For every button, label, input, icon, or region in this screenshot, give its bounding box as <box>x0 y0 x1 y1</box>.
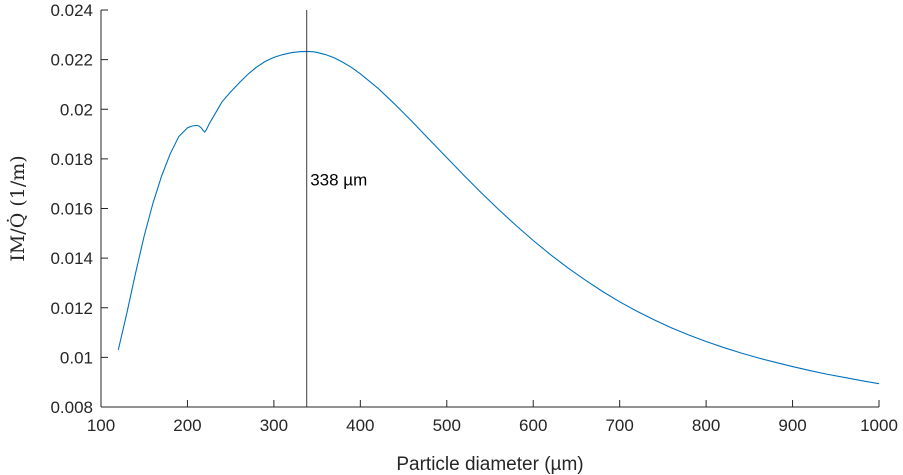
x-axis: 100 200 300 400 500 600 700 800 900 1000 <box>87 400 898 435</box>
x-tick-label: 900 <box>778 416 806 435</box>
x-axis-title: Particle diameter (µm) <box>396 454 583 475</box>
x-tick-label: 100 <box>87 416 115 435</box>
series-line <box>117 50 880 385</box>
x-tick-label: 500 <box>433 416 461 435</box>
x-tick-label: 1000 <box>860 416 898 435</box>
x-tick-label: 800 <box>692 416 720 435</box>
y-tick-label: 0.016 <box>50 200 93 219</box>
y-tick-label: 0.01 <box>60 348 93 367</box>
x-tick-label: 700 <box>605 416 633 435</box>
y-axis-title: IM/Q̇ (1/m) <box>7 155 29 261</box>
y-tick-label: 0.018 <box>50 150 93 169</box>
y-tick-label: 0.012 <box>50 299 93 318</box>
y-tick-label: 0.022 <box>50 51 93 70</box>
x-tick-label: 400 <box>346 416 374 435</box>
peak-annotation: 338 µm <box>310 171 367 190</box>
y-tick-label: 0.008 <box>50 398 93 417</box>
y-tick-label: 0.024 <box>50 1 93 20</box>
y-axis: 0.008 0.01 0.012 0.014 0.016 0.018 0.02 0.022 0.… <box>50 1 108 417</box>
y-tick-label: 0.014 <box>50 249 93 268</box>
x-tick-label: 600 <box>519 416 547 435</box>
x-tick-label: 200 <box>173 416 201 435</box>
x-tick-label: 300 <box>260 416 288 435</box>
y-tick-label: 0.02 <box>60 100 93 119</box>
